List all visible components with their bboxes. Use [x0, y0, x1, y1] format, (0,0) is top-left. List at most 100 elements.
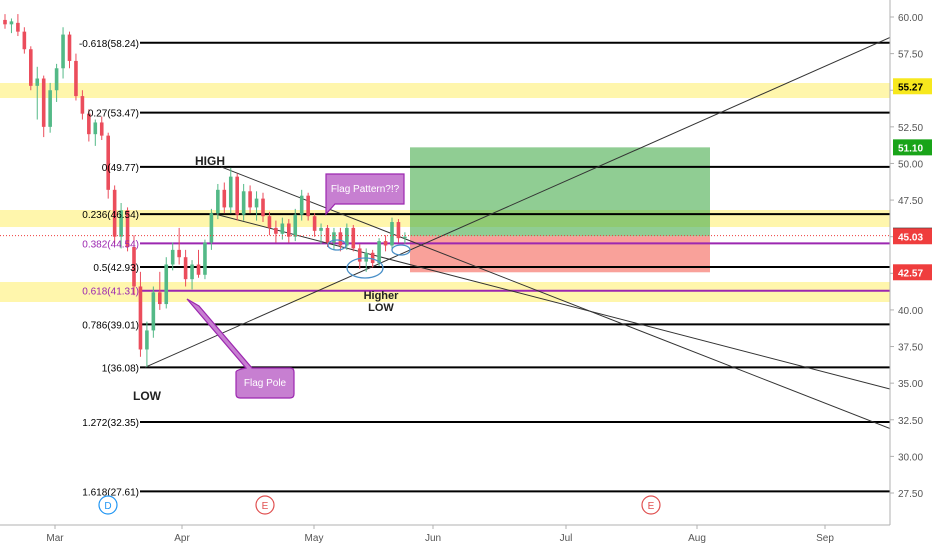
time-axis[interactable]: Mar Apr May Jun Jul Aug Sep — [0, 524, 890, 544]
higher-low-line: LOW — [368, 302, 394, 314]
x-tick-label: May — [305, 533, 324, 544]
flag-pole-callout[interactable]: Flag Pole — [186, 298, 295, 399]
candle-body — [145, 330, 149, 350]
price-badge-label: 55.27 — [898, 82, 923, 93]
price-badge[interactable]: 45.03 — [893, 228, 932, 245]
rising-trend-line[interactable] — [144, 37, 891, 368]
candle-body — [396, 222, 401, 239]
price-badge-background — [893, 228, 932, 245]
y-tick-label: 47.50 — [898, 196, 923, 207]
candle-body — [29, 49, 33, 86]
fib-level-label: 0.5(42.93) — [93, 263, 139, 274]
profit-target-box[interactable] — [410, 147, 710, 237]
event-marker-label: D — [104, 501, 111, 512]
candle-body — [228, 176, 233, 208]
candle-body — [383, 241, 388, 246]
candle-body — [190, 264, 194, 280]
candle-body — [351, 227, 356, 249]
price-badge[interactable]: 51.10 — [893, 139, 932, 156]
candle-body — [203, 242, 207, 275]
candle-body — [170, 249, 175, 265]
price-badge-label: 45.03 — [898, 232, 923, 243]
candle-body — [151, 292, 156, 331]
y-tick-label: 57.50 — [898, 50, 923, 61]
event-marker[interactable]: E — [641, 495, 661, 515]
y-tick-label: 60.00 — [898, 13, 923, 24]
fib-level-label: -0.618(58.24) — [79, 39, 139, 50]
candle-body — [67, 34, 72, 61]
candle-body — [345, 227, 349, 246]
x-tick-label: Jun — [425, 533, 441, 544]
fib-level-label: 1.272(32.35) — [82, 418, 139, 429]
y-tick-label: 52.50 — [898, 123, 923, 134]
candle-body — [403, 236, 407, 239]
event-marker-label: E — [262, 501, 269, 512]
candle-body — [9, 21, 14, 25]
flag-pattern-text: Flag Pattern?!? — [331, 184, 400, 195]
upper-flag-line[interactable] — [220, 166, 891, 430]
fib-level-label: 0.236(46.54) — [82, 210, 139, 221]
price-badge-background — [893, 78, 932, 95]
candle-body — [35, 78, 40, 86]
candle-body — [132, 246, 136, 287]
highlight-ellipses[interactable] — [327, 239, 411, 279]
candle-body — [280, 223, 285, 234]
candle-body — [319, 227, 323, 231]
y-tick-label: 37.50 — [898, 343, 923, 354]
price-badge-background — [893, 264, 932, 281]
candle-body — [106, 135, 110, 190]
candle-body — [338, 232, 343, 246]
candle-body — [293, 214, 298, 237]
fibonacci-labels: -0.618(58.24) 0.27(53.47) 0(49.77) 0.236(46… — [79, 39, 139, 499]
candle-body — [164, 264, 169, 305]
event-marker-label: E — [648, 501, 655, 512]
candle-body — [241, 191, 246, 215]
candle-body — [299, 195, 304, 215]
candle-body — [267, 216, 272, 228]
candle-body — [80, 96, 85, 114]
flag-pattern-callout[interactable]: Flag Pattern?!? — [325, 173, 405, 216]
fib-level-label: 1.618(27.61) — [82, 487, 139, 498]
fib-level-label: 1(36.08) — [102, 363, 139, 374]
price-badge[interactable]: 42.57 — [893, 264, 932, 281]
highlight-ellipse[interactable] — [327, 239, 347, 251]
candle-body — [3, 19, 7, 25]
candle-body — [61, 34, 65, 69]
event-marker[interactable]: D — [98, 495, 118, 515]
fib-level-label: 0.382(44.54) — [82, 239, 139, 250]
price-badge[interactable]: 55.27 — [893, 78, 932, 95]
trend-lines[interactable] — [144, 37, 891, 430]
candle-body — [377, 241, 381, 264]
candle-body — [222, 189, 227, 208]
candle-body — [41, 78, 46, 127]
candle-body — [261, 198, 265, 217]
candle-body — [390, 222, 394, 246]
candlesticks — [3, 14, 407, 368]
higher-low-ellipse[interactable] — [346, 257, 384, 279]
low-label: LOW — [133, 389, 162, 403]
candle-body — [235, 176, 239, 215]
y-tick-label: 35.00 — [898, 379, 923, 390]
candle-body — [54, 68, 59, 91]
price-axis[interactable]: 60.0057.5055.0052.5050.0047.5045.0042.50… — [889, 0, 932, 525]
candle-body — [22, 31, 27, 50]
y-tick-label: 40.00 — [898, 306, 923, 317]
lower-flag-line[interactable] — [211, 212, 891, 390]
candle-body — [158, 292, 162, 305]
y-tick-label: 50.00 — [898, 159, 923, 170]
highlight-ellipse[interactable] — [391, 244, 411, 256]
candle-body — [312, 216, 317, 231]
fibonacci-levels[interactable] — [140, 41, 890, 493]
support-zone-lower — [0, 282, 890, 302]
flag-pole-text: Flag Pole — [244, 378, 287, 389]
resistance-zone-upper — [0, 83, 890, 98]
callout-bubble — [186, 298, 295, 399]
candle-body — [119, 210, 123, 237]
event-marker[interactable]: E — [255, 495, 275, 515]
candle-body — [99, 122, 104, 136]
higher-low-label: Higher LOW — [364, 290, 400, 314]
